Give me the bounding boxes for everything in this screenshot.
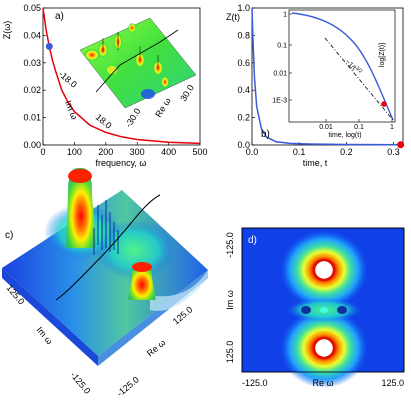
panel-d-xlabel: Re ω	[312, 378, 333, 388]
ytick-label: 0.4	[237, 85, 250, 95]
inset-ytick-label: 1E-3	[272, 98, 287, 105]
inset-ytick-label: 1	[283, 12, 287, 19]
panel-c: c) 125.0 Im ω -125.0 -125.0 Re ω 125.0	[2, 168, 208, 399]
panel-b-curve	[251, 7, 404, 146]
inset-ytick-label: 0.1	[277, 43, 287, 50]
panel-a-label: a)	[55, 11, 64, 22]
panel-b-inset-xticks: 0.01 0.1 1	[319, 119, 394, 131]
inset-xtick-label: 0.1	[354, 124, 364, 131]
panel-b: 0.00.20.40.60.81.0 0.0 0.1 0.2 0.3 b) Z(t) …	[226, 3, 405, 168]
ytick-label: 0.01	[23, 113, 41, 123]
ytick-label: 0.8	[237, 30, 250, 40]
panel-b-inset-yticks: 1 0.1 0.01 1E-3	[272, 12, 292, 105]
inset-b-xlabel: time, log(t)	[328, 132, 361, 139]
ytick-label: 0.2	[237, 113, 250, 123]
panel-b-xlabel: time, t	[303, 158, 328, 168]
panel-a-curve	[42, 7, 201, 145]
panel-a-xlabel: frequency, ω	[96, 158, 147, 168]
ytick-label: 0.05	[23, 3, 41, 13]
inset-a-im-label: Im ω	[63, 99, 80, 121]
panel-b-marker	[397, 141, 405, 149]
xtick-label: 0.0	[246, 147, 259, 157]
panel-b-label: b)	[261, 129, 270, 140]
xtick-label: 0.3	[387, 147, 400, 157]
panel-b-xticks: 0.0 0.1 0.2 0.3	[246, 142, 400, 157]
panel-d-label: d)	[248, 235, 257, 246]
panel-c-re-tick-1: -125.0	[115, 374, 141, 398]
ytick-label: 0.02	[23, 85, 41, 95]
panel-c-re-tick-2: 125.0	[171, 304, 195, 326]
panel-c-im-label: Im ω	[34, 325, 54, 346]
ytick-label: 0.6	[237, 58, 250, 68]
inset-xtick-label: 1	[390, 124, 394, 131]
inset-b-ylabel: log[Z(t)]	[379, 43, 386, 67]
xtick-label: 500	[192, 147, 207, 157]
panel-a-frame	[42, 7, 201, 146]
ytick-label: 0.03	[23, 58, 41, 68]
inset-xtick-label: 0.01	[319, 124, 333, 131]
panel-d-ytick-top: -125.0	[225, 232, 235, 258]
inset-a-re-label: Re ω	[153, 96, 173, 119]
panel-a-marker	[45, 42, 53, 50]
ytick-label: 0.04	[23, 30, 41, 40]
xtick-label: 0.1	[293, 147, 306, 157]
inset-a-re-tick-1: -30.0	[123, 106, 142, 129]
panel-d-ylabel: Im ω	[225, 290, 235, 310]
panel-c-label: c)	[5, 230, 13, 241]
panel-c-im-tick-2: -125.0	[68, 370, 92, 396]
panel-a-ylabel: Z(ω)	[2, 21, 12, 40]
inset-a-re-tick-2: 30.0	[178, 83, 196, 103]
inset-ytick-label: 0.01	[273, 71, 287, 78]
ytick-label: 1.0	[237, 3, 250, 13]
xtick-label: 300	[130, 147, 145, 157]
panel-d-xtick-right: 125.0	[381, 378, 404, 388]
xtick-label: 100	[67, 147, 82, 157]
xtick-label: 0.2	[340, 147, 353, 157]
panel-b-ylabel: Z(t)	[226, 12, 240, 22]
panel-a: 0.00 0.01 0.02 0.03 0.04 0.05 0 100 200 300 400 50…	[2, 3, 208, 168]
panel-d-ytick-bottom: 125.0	[225, 341, 235, 364]
panel-a-inset-surface: Im ω -18.0 18.0 -30.0 Re ω 30.0	[57, 17, 197, 131]
panel-c-re-label: Re ω	[145, 337, 168, 358]
panel-a-yticks: 0.00 0.01 0.02 0.03 0.04 0.05	[23, 3, 46, 150]
xtick-label: 400	[161, 147, 176, 157]
xtick-label: 0	[40, 147, 45, 157]
ytick-label: 0.00	[23, 140, 41, 150]
ytick-label: 0.0	[237, 140, 250, 150]
xtick-label: 200	[98, 147, 113, 157]
panel-d: d) Im ω -125.0 125.0 -125.0 Re ω 125.0	[225, 227, 405, 388]
panel-d-xtick-left: -125.0	[242, 378, 268, 388]
panel-a-xticks: 0 100 200 300 400 500	[40, 142, 208, 157]
